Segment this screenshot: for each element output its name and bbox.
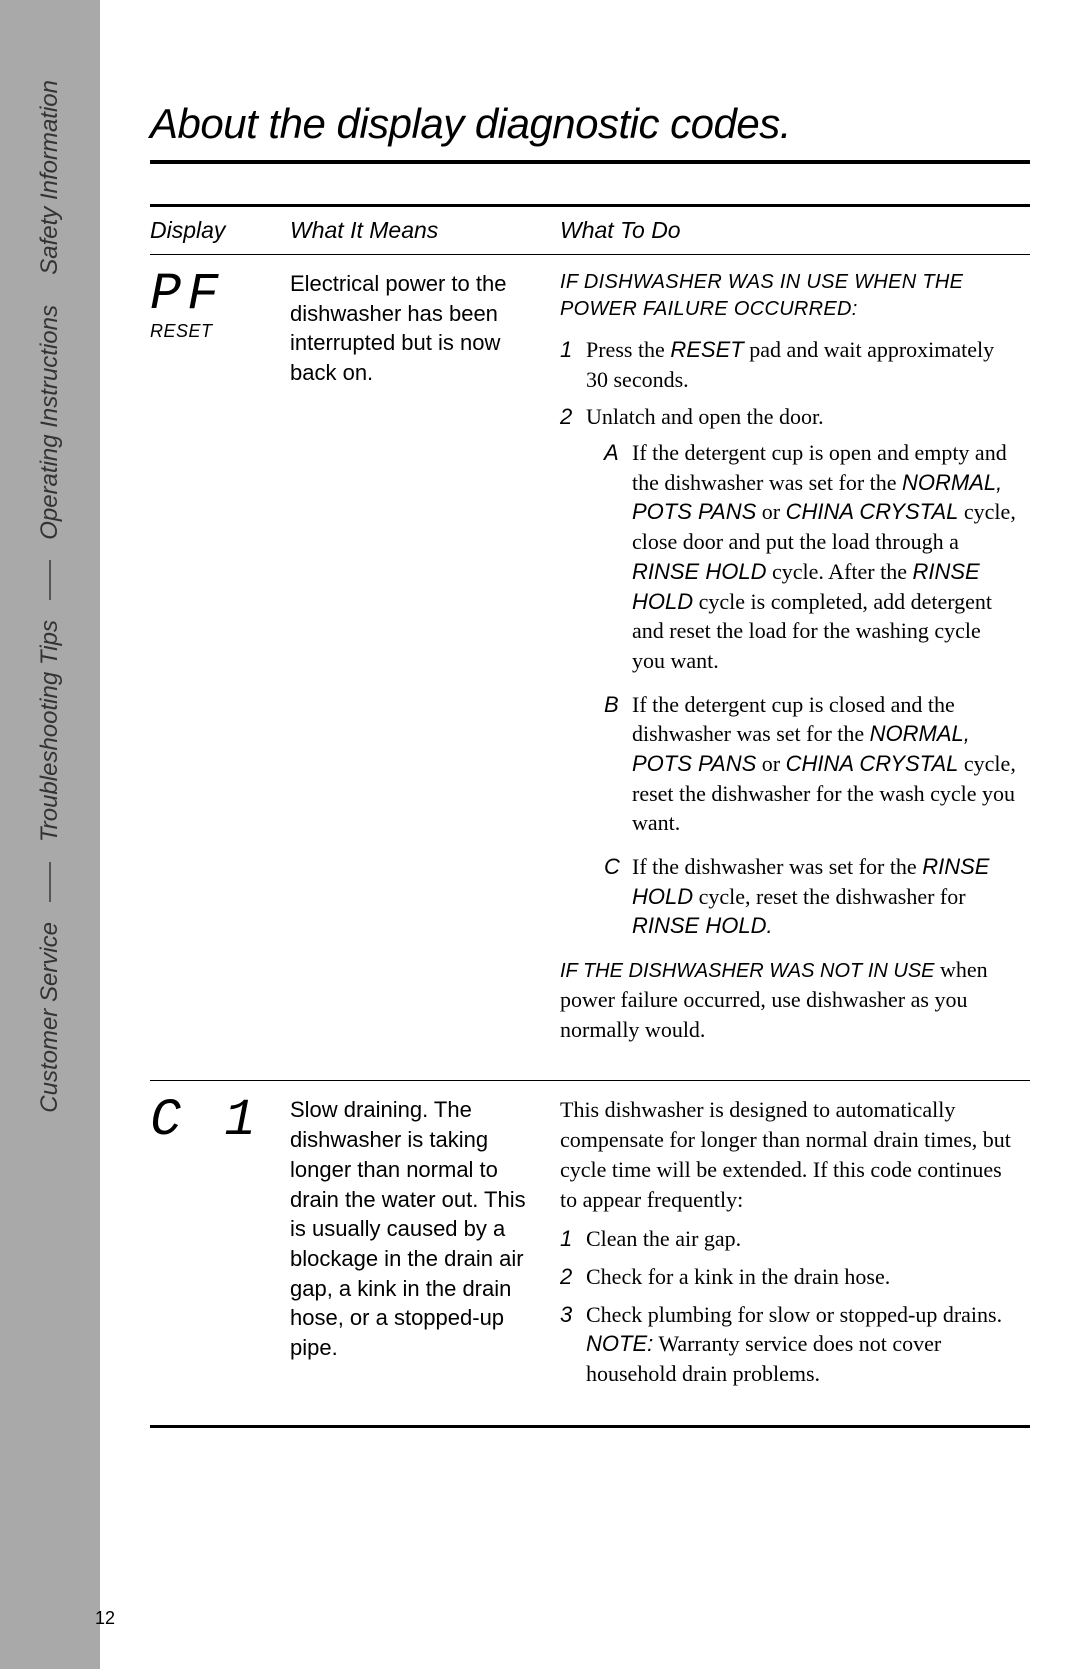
- sidebar-item-customer-service[interactable]: Customer Service: [36, 922, 64, 1113]
- col-header-display: Display: [150, 206, 290, 255]
- todo-substeps: If the detergent cup is open and empty a…: [604, 438, 1016, 941]
- page-number: 12: [95, 1608, 115, 1629]
- todo-heading-2: IF THE DISHWASHER WAS NOT IN USE when po…: [560, 955, 1016, 1044]
- todo-substep: If the detergent cup is open and empty a…: [604, 438, 1016, 676]
- todo-step: Check for a kink in the drain hose.: [560, 1262, 1016, 1292]
- todo-heading: IF DISHWASHER WAS IN USE WHEN THE POWER …: [560, 269, 1016, 323]
- todo-substep: If the dishwasher was set for the RINSE …: [604, 852, 1016, 941]
- todo-steps: Clean the air gap. Check for a kink in t…: [560, 1224, 1016, 1388]
- sidebar-item-safety[interactable]: Safety Information: [36, 80, 64, 275]
- display-code-sub: RESET: [150, 321, 276, 342]
- diagnostic-table: Display What It Means What To Do PF RESE…: [150, 204, 1030, 1428]
- sidebar: Safety Information Operating Instruction…: [0, 0, 100, 1669]
- col-header-todo: What To Do: [560, 206, 1030, 255]
- todo-step: Clean the air gap.: [560, 1224, 1016, 1254]
- todo-step: Check plumbing for slow or stopped-up dr…: [560, 1300, 1016, 1389]
- todo-step: Unlatch and open the door. If the deterg…: [560, 402, 1016, 941]
- means-text: Slow draining. The dishwasher is taking …: [290, 1095, 546, 1362]
- table-row: PF RESET Electrical power to the dishwas…: [150, 255, 1030, 1081]
- sidebar-divider: [49, 560, 51, 600]
- todo-substep: If the detergent cup is closed and the d…: [604, 690, 1016, 838]
- sidebar-divider: [49, 862, 51, 902]
- table-row: C 1 Slow draining. The dishwasher is tak…: [150, 1081, 1030, 1426]
- sidebar-item-operating[interactable]: Operating Instructions: [36, 305, 64, 540]
- sidebar-item-troubleshooting[interactable]: Troubleshooting Tips: [36, 620, 64, 842]
- todo-intro: This dishwasher is designed to automatic…: [560, 1095, 1016, 1214]
- todo-steps: Press the RESET pad and wait approximate…: [560, 335, 1016, 941]
- main-content: About the display diagnostic codes. Disp…: [100, 0, 1080, 1669]
- display-code-c1: C 1: [150, 1095, 276, 1147]
- means-text: Electrical power to the dishwasher has b…: [290, 269, 546, 388]
- todo-step: Press the RESET pad and wait approximate…: [560, 335, 1016, 394]
- col-header-means: What It Means: [290, 206, 560, 255]
- page-title: About the display diagnostic codes.: [150, 100, 1030, 164]
- display-code-pf: PF: [150, 269, 276, 321]
